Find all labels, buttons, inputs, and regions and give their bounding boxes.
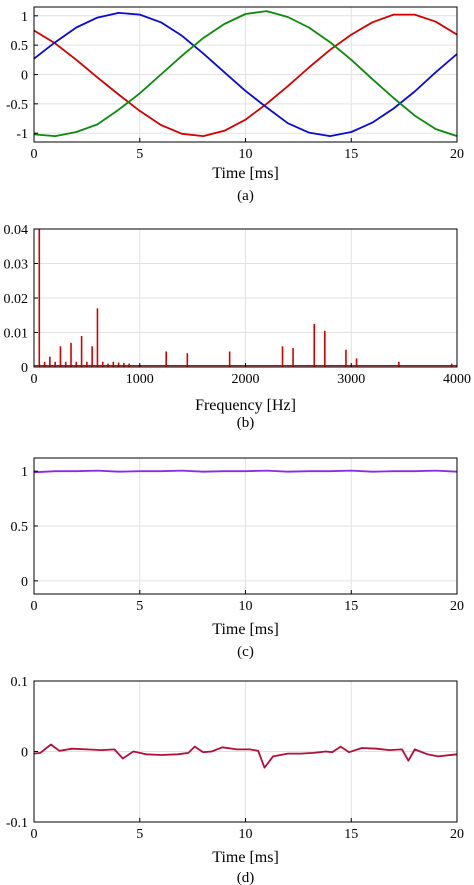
series-line [33, 13, 458, 138]
x-tick-label: 20 [450, 147, 464, 162]
series-line [33, 469, 458, 474]
x-tick-label: 5 [136, 599, 143, 614]
y-tick-label: 0.5 [11, 39, 29, 54]
y-tick-label: 0 [21, 361, 28, 376]
panel-caption: (b) [237, 415, 255, 431]
y-tick-label: 0 [21, 69, 28, 84]
series-line [33, 11, 458, 138]
x-tick-label: 2000 [232, 372, 260, 387]
y-tick-label: 0.03 [4, 258, 29, 273]
x-tick-label: 0 [31, 827, 38, 842]
y-tick-label: 0 [21, 746, 28, 761]
x-tick-label: 15 [344, 147, 358, 162]
y-tick-label: 1 [21, 10, 28, 25]
x-tick-label: 0 [31, 599, 38, 614]
x-tick-label: 5 [136, 147, 143, 162]
y-tick-label: 0 [21, 575, 28, 590]
panel-c: 0 5 10 15 20 0 0.5 1 Time [ms] (c) [11, 457, 464, 660]
series-line [33, 10, 458, 138]
x-axis-label: Time [ms] [212, 165, 279, 182]
panel-caption: (d) [237, 870, 255, 885]
x-tick-label: 10 [239, 599, 253, 614]
panel-caption: (c) [237, 644, 254, 660]
x-axis-label: Time [ms] [212, 849, 279, 866]
x-tick-label: 0 [31, 372, 38, 387]
y-tick-label: -0.1 [6, 816, 28, 831]
x-tick-label: 10 [239, 147, 253, 162]
x-tick-label: 4000 [443, 372, 471, 387]
y-tick-label: 0.1 [11, 675, 29, 690]
y-tick-label: 0.5 [11, 520, 29, 535]
x-tick-label: 3000 [337, 372, 365, 387]
panel-caption: (a) [237, 188, 254, 204]
x-tick-label: 10 [239, 827, 253, 842]
y-tick-label: -0.5 [6, 98, 28, 113]
x-tick-label: 0 [31, 147, 38, 162]
x-tick-label: 5 [136, 827, 143, 842]
y-tick-label: -1 [16, 127, 28, 142]
y-tick-label: 0.01 [4, 327, 29, 342]
x-tick-label: 15 [344, 827, 358, 842]
y-tick-label: 0.02 [4, 292, 29, 307]
panel-a: 0 5 10 15 20 -1 -0.5 0 0.5 1 Time [ms] (a) [6, 6, 464, 204]
x-axis-label: Time [ms] [212, 621, 279, 638]
panel-b: 0 1000 2000 3000 4000 0 0.01 0.02 0.03 0.04 Freque… [4, 223, 472, 431]
y-tick-label: 1 [21, 465, 28, 480]
x-tick-label: 20 [450, 599, 464, 614]
x-axis-label: Frequency [Hz] [195, 397, 296, 414]
x-tick-label: 15 [344, 599, 358, 614]
series-line [33, 743, 458, 769]
y-tick-label: 0.04 [4, 223, 29, 238]
x-tick-label: 20 [450, 827, 464, 842]
x-tick-label: 1000 [126, 372, 154, 387]
